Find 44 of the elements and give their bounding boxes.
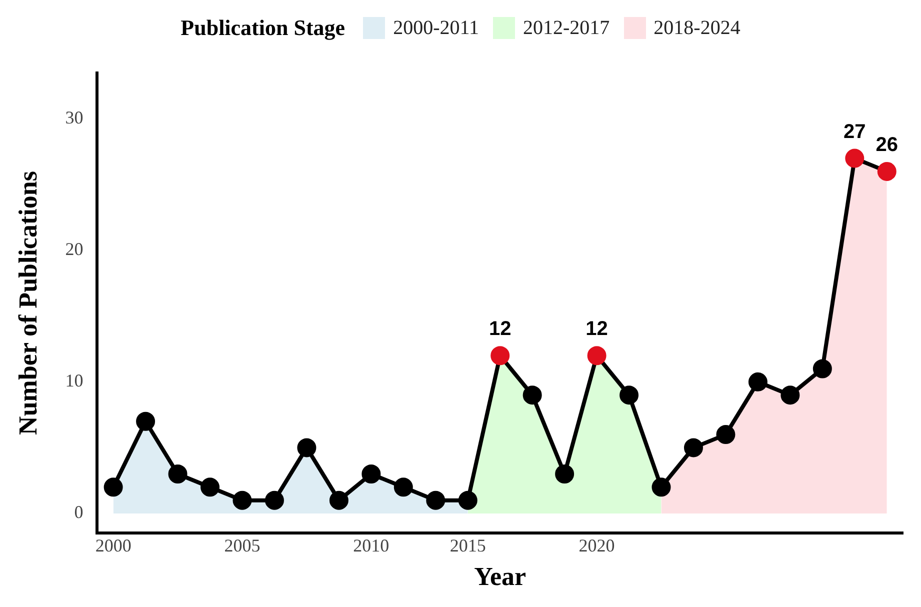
x-tick-label: 2020 (578, 536, 615, 556)
point (555, 464, 574, 484)
legend-title: Publication Stage (180, 15, 346, 41)
point (652, 478, 671, 497)
point (168, 464, 188, 484)
x-tick-label: 2000 (95, 536, 132, 556)
y-tick-label: 30 (65, 108, 84, 128)
point (490, 346, 510, 366)
legend-label: 2012-2017 (522, 16, 610, 40)
point (329, 490, 348, 510)
y-tick-label: 20 (65, 239, 84, 260)
y-axis-title: Number of Publications (13, 171, 42, 435)
point (426, 490, 446, 510)
point (812, 359, 832, 378)
point (136, 412, 156, 431)
point (748, 372, 768, 392)
point (877, 162, 896, 181)
point (620, 386, 639, 405)
point (845, 148, 864, 168)
point (587, 346, 606, 366)
x-tick-label: 2010 (353, 536, 390, 556)
point (716, 425, 736, 444)
point (362, 464, 381, 484)
point (394, 478, 413, 497)
y-tick-label: 0 (74, 502, 84, 522)
x-tick-label: 2005 (224, 536, 260, 556)
data-label: 26 (876, 134, 898, 156)
point (297, 438, 316, 458)
x-tick-label: 2015 (450, 536, 486, 556)
point (104, 478, 123, 497)
point (264, 490, 284, 510)
point (780, 386, 800, 405)
point (522, 386, 542, 405)
data-label: 12 (586, 318, 608, 340)
point (684, 438, 703, 458)
legend-label: 2018-2024 (652, 16, 740, 40)
x-axis-title: Year (474, 562, 526, 592)
data-label: 12 (488, 318, 512, 340)
legend-label: 2000-2011 (392, 16, 479, 40)
point (458, 490, 478, 510)
point (200, 478, 220, 497)
data-label: 27 (844, 120, 866, 143)
point (232, 490, 252, 510)
y-tick-label: 10 (65, 370, 84, 391)
